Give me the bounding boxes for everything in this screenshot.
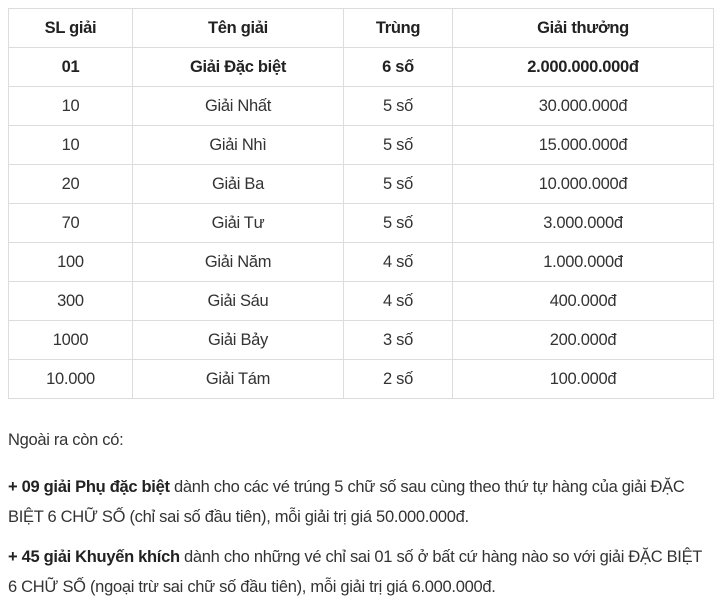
cell-prize-name: Giải Năm: [132, 242, 344, 282]
note-item-bold: + 45 giải Khuyến khích: [8, 548, 180, 566]
cell-quantity: 01: [8, 47, 133, 87]
table-row: 10.000 Giải Tám 2 số 100.000đ: [8, 359, 714, 399]
cell-prize-value: 1.000.000đ: [452, 242, 714, 282]
cell-quantity: 1000: [8, 320, 133, 360]
cell-match: 2 số: [343, 359, 453, 399]
cell-prize-value: 30.000.000đ: [452, 86, 714, 126]
cell-quantity: 10.000: [8, 359, 133, 399]
header-quantity: SL giải: [8, 8, 133, 48]
cell-prize-value: 10.000.000đ: [452, 164, 714, 204]
cell-prize-value: 3.000.000đ: [452, 203, 714, 243]
cell-prize-name: Giải Tư: [132, 203, 344, 243]
note-item: + 09 giải Phụ đặc biệt dành cho các vé t…: [8, 472, 714, 532]
cell-prize-name: Giải Tám: [132, 359, 344, 399]
header-prize-value: Giải thưởng: [452, 8, 714, 48]
table-row: 70 Giải Tư 5 số 3.000.000đ: [8, 203, 714, 243]
table-row: 1000 Giải Bảy 3 số 200.000đ: [8, 320, 714, 360]
note-item-text: dành cho các vé trúng 5 chữ số sau cùng …: [8, 478, 685, 526]
cell-prize-value: 400.000đ: [452, 281, 714, 321]
cell-prize-name: Giải Sáu: [132, 281, 344, 321]
cell-quantity: 100: [8, 242, 133, 282]
cell-prize-name: Giải Bảy: [132, 320, 344, 360]
cell-quantity: 20: [8, 164, 133, 204]
cell-match: 5 số: [343, 164, 453, 204]
cell-prize-value: 100.000đ: [452, 359, 714, 399]
cell-prize-name: Giải Đặc biệt: [132, 47, 344, 87]
cell-quantity: 300: [8, 281, 133, 321]
table-row: 01 Giải Đặc biệt 6 số 2.000.000.000đ: [8, 47, 714, 87]
cell-prize-name: Giải Nhì: [132, 125, 344, 165]
cell-match: 6 số: [343, 47, 453, 87]
cell-quantity: 70: [8, 203, 133, 243]
cell-prize-value: 15.000.000đ: [452, 125, 714, 165]
table-header: SL giải Tên giải Trùng Giải thưởng: [8, 8, 714, 48]
header-prize-name: Tên giải: [132, 8, 344, 48]
cell-quantity: 10: [8, 86, 133, 126]
cell-quantity: 10: [8, 125, 133, 165]
note-item-bold: + 09 giải Phụ đặc biệt: [8, 478, 170, 496]
note-item-text: dành cho những vé chỉ sai 01 số ở bất cứ…: [8, 548, 702, 596]
cell-match: 5 số: [343, 86, 453, 126]
cell-prize-value: 200.000đ: [452, 320, 714, 360]
table-row: 10 Giải Nhất 5 số 30.000.000đ: [8, 86, 714, 126]
prize-table: SL giải Tên giải Trùng Giải thưởng 01 Giả…: [8, 8, 714, 399]
cell-prize-value: 2.000.000.000đ: [452, 47, 714, 87]
cell-match: 5 số: [343, 203, 453, 243]
cell-match: 4 số: [343, 281, 453, 321]
table-row: 20 Giải Ba 5 số 10.000.000đ: [8, 164, 714, 204]
header-match: Trùng: [343, 8, 453, 48]
cell-match: 3 số: [343, 320, 453, 360]
cell-prize-name: Giải Nhất: [132, 86, 344, 126]
note-item: + 45 giải Khuyến khích dành cho những vé…: [8, 542, 714, 602]
cell-prize-name: Giải Ba: [132, 164, 344, 204]
cell-match: 4 số: [343, 242, 453, 282]
intro-text: Ngoài ra còn có:: [8, 431, 124, 449]
cell-match: 5 số: [343, 125, 453, 165]
table-row: 300 Giải Sáu 4 số 400.000đ: [8, 281, 714, 321]
table-row: 10 Giải Nhì 5 số 15.000.000đ: [8, 125, 714, 165]
table-row: 100 Giải Năm 4 số 1.000.000đ: [8, 242, 714, 282]
